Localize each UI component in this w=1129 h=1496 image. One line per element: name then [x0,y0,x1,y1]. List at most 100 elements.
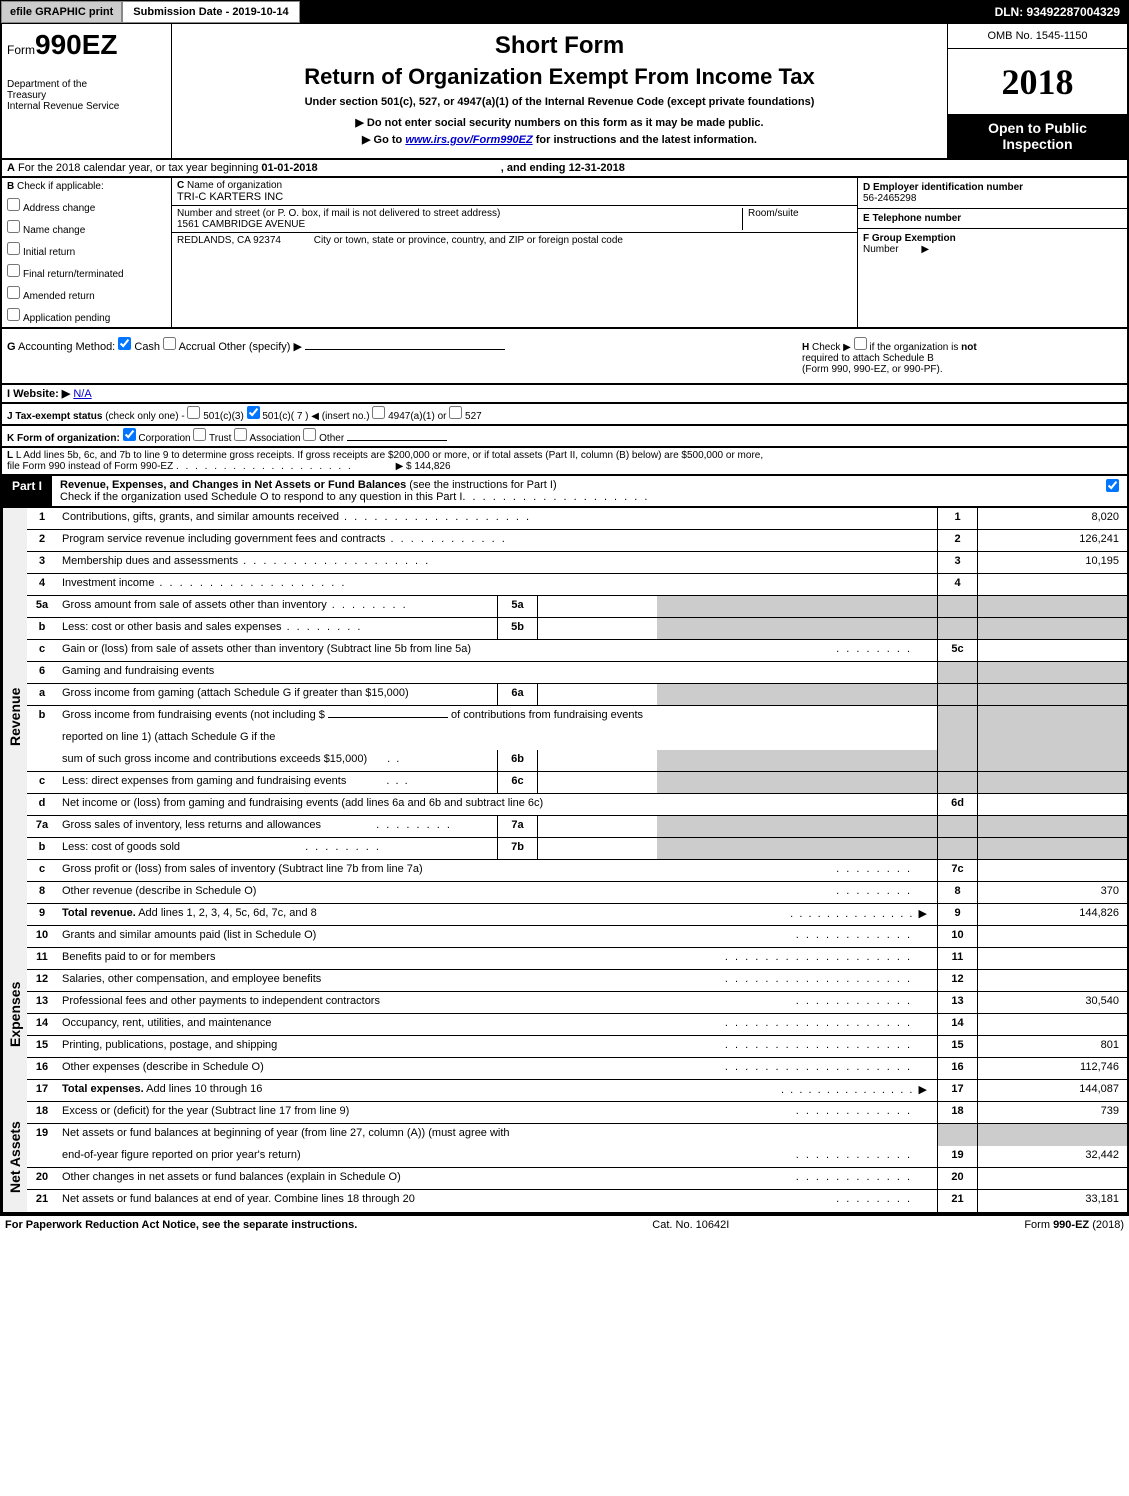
l-text2: file Form 990 instead of Form 990-EZ [7,461,173,472]
d-val: 56-2465298 [863,193,916,204]
line-6c-cellshade [937,772,977,793]
g-cash-check[interactable] [118,337,131,350]
line-6b-num3 [27,750,57,771]
check-amended[interactable] [7,286,20,299]
line-16-desc: Other expenses (describe in Schedule O) [57,1058,937,1079]
line-7b-valshade [977,838,1127,859]
j-501c3: 501(c)(3) [203,411,244,422]
check-initial[interactable] [7,242,20,255]
line-6c-subval [537,772,657,793]
check-pending[interactable] [7,308,20,321]
line-7c-num: c [27,860,57,881]
check-initial-label: Initial return [23,247,75,258]
section-a: A For the 2018 calendar year, or tax yea… [0,160,1129,178]
line-6c-desc: Less: direct expenses from gaming and fu… [57,772,497,793]
l-text1: L Add lines 5b, 6c, and 7b to line 9 to … [16,450,763,461]
k-corp: Corporation [138,433,190,444]
instr2-pre: ▶ Go to [362,134,405,146]
g-label: G [7,341,16,353]
netassets-side-label: Net Assets [2,1102,27,1212]
line-6-valshade [977,662,1127,683]
part1-title: Revenue, Expenses, and Changes in Net As… [60,479,409,491]
line-14: 14 Occupancy, rent, utilities, and maint… [27,1014,1127,1036]
revenue-table: Revenue 1 Contributions, gifts, grants, … [0,508,1129,926]
h-check[interactable] [854,337,867,350]
line-6a-cellshade [937,684,977,705]
line-6b-3: sum of such gross income and contributio… [27,750,1127,772]
department: Department of the Treasury Internal Reve… [7,79,166,112]
line-16-val: 112,746 [977,1058,1127,1079]
page-footer: For Paperwork Reduction Act Notice, see … [0,1214,1129,1234]
part1-sub: (see the instructions for Part I) [409,479,556,491]
line-6d-desc: Net income or (loss) from gaming and fun… [57,794,937,815]
line-5b-cellshade [937,618,977,639]
line-6a-shade [657,684,937,705]
f-row: F Group Exemption Number ▶ [858,229,1127,259]
part1-checkbox[interactable] [1106,479,1119,492]
footer-left: For Paperwork Reduction Act Notice, see … [5,1219,357,1231]
irs-link[interactable]: www.irs.gov/Form990EZ [405,134,532,146]
a-date2: 12-31-2018 [569,162,625,174]
line-7b: b Less: cost of goods sold 7b [27,838,1127,860]
line-1-cell: 1 [937,508,977,529]
line-6d: d Net income or (loss) from gaming and f… [27,794,1127,816]
efile-button[interactable]: efile GRAPHIC print [1,1,122,23]
k-assoc-check[interactable] [234,428,247,441]
e-row: E Telephone number [858,209,1127,229]
dln-number: DLN: 93492287004329 [995,5,1128,19]
subtitle: Under section 501(c), 527, or 4947(a)(1)… [180,96,939,108]
k-trust: Trust [209,433,231,444]
line-19-val: 32,442 [977,1146,1127,1167]
line-19b-num [27,1146,57,1167]
line-6c-num: c [27,772,57,793]
line-6b-valshade3 [977,750,1127,771]
line-5a-valshade [977,596,1127,617]
j-4947-check[interactable] [372,406,385,419]
line-5b-valshade [977,618,1127,639]
netassets-table: Net Assets 18 Excess or (deficit) for th… [0,1102,1129,1214]
b-title: Check if applicable: [17,181,104,192]
line-5a-desc: Gross amount from sale of assets other t… [57,596,497,617]
part1-title-row: Revenue, Expenses, and Changes in Net As… [52,476,1098,506]
b-header: B Check if applicable: [2,178,171,195]
g-accrual: Accrual [179,341,216,353]
line-19b: end-of-year figure reported on prior yea… [27,1146,1127,1168]
line-12-desc: Salaries, other compensation, and employ… [57,970,937,991]
check-final[interactable] [7,264,20,277]
line-6b-cellshade2 [937,728,977,750]
i-val[interactable]: N/A [73,388,91,400]
line-17: 17 Total expenses. Add lines 10 through … [27,1080,1127,1102]
line-5c-num: c [27,640,57,661]
j-501c7-check[interactable] [247,406,260,419]
line-6b-subval [537,750,657,771]
k-trust-check[interactable] [193,428,206,441]
return-title: Return of Organization Exempt From Incom… [180,64,939,90]
check-name[interactable] [7,220,20,233]
part1-header: Part I Revenue, Expenses, and Changes in… [0,476,1129,508]
open-line1: Open to Public [954,120,1121,136]
j-4947: 4947(a)(1) or [388,411,446,422]
check-address[interactable] [7,198,20,211]
line-11: 11 Benefits paid to or for members 11 [27,948,1127,970]
line-6a-valshade [977,684,1127,705]
k-corp-check[interactable] [123,428,136,441]
line-18-num: 18 [27,1102,57,1123]
g-accrual-check[interactable] [163,337,176,350]
a-label: A [7,162,15,174]
j-527-check[interactable] [449,406,462,419]
line-7a: 7a Gross sales of inventory, less return… [27,816,1127,838]
k-other-check[interactable] [303,428,316,441]
line-18-cell: 18 [937,1102,977,1123]
j-501c3-check[interactable] [187,406,200,419]
check-pending-row: Application pending [2,305,171,327]
line-6a-desc: Gross income from gaming (attach Schedul… [57,684,497,705]
revenue-body: 1 Contributions, gifts, grants, and simi… [27,508,1127,926]
line-7a-valshade [977,816,1127,837]
section-h: H Check ▶ if the organization is not req… [802,337,1122,375]
line-5b: b Less: cost or other basis and sales ex… [27,618,1127,640]
line-12-num: 12 [27,970,57,991]
line-10-cell: 10 [937,926,977,947]
section-gh: G Accounting Method: Cash Accrual Other … [0,329,1129,385]
line-6b-2: reported on line 1) (attach Schedule G i… [27,728,1127,750]
line-3: 3 Membership dues and assessments 3 10,1… [27,552,1127,574]
